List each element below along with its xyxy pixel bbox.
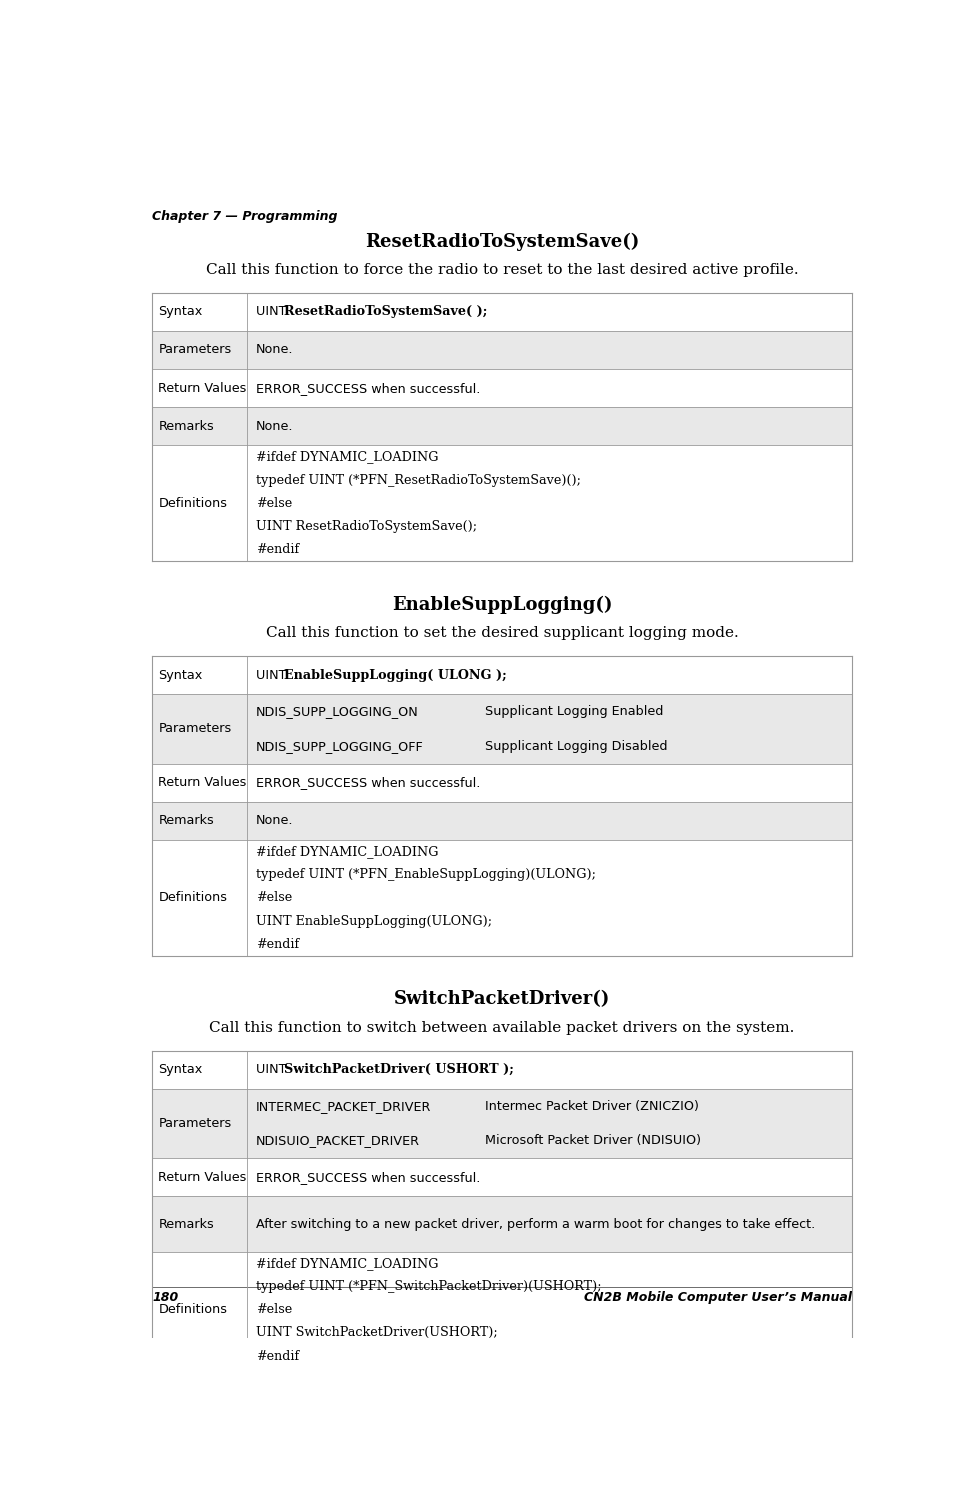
Text: Definitions: Definitions: [158, 1303, 227, 1317]
Text: NDIS_SUPP_LOGGING_OFF: NDIS_SUPP_LOGGING_OFF: [256, 739, 424, 753]
Text: Return Values: Return Values: [158, 1171, 247, 1184]
Text: #ifdef DYNAMIC_LOADING: #ifdef DYNAMIC_LOADING: [256, 451, 438, 463]
Bar: [152, 694, 852, 764]
Text: Syntax: Syntax: [158, 669, 203, 681]
Text: UINT ResetRadioToSystemSave();: UINT ResetRadioToSystemSave();: [256, 520, 477, 534]
Bar: [152, 801, 852, 840]
Text: #endif: #endif: [256, 938, 299, 951]
Text: typedef UINT (*PFN_EnableSuppLogging)(ULONG);: typedef UINT (*PFN_EnableSuppLogging)(UL…: [256, 869, 595, 881]
Text: #endif: #endif: [256, 543, 299, 556]
Text: NDISUIO_PACKET_DRIVER: NDISUIO_PACKET_DRIVER: [256, 1135, 420, 1147]
Text: SwitchPacketDriver(): SwitchPacketDriver(): [394, 990, 610, 1009]
Text: EnableSuppLogging( ULONG );: EnableSuppLogging( ULONG );: [284, 669, 507, 681]
Text: EnableSuppLogging(): EnableSuppLogging(): [391, 595, 612, 615]
Text: Chapter 7 — Programming: Chapter 7 — Programming: [152, 210, 338, 224]
Text: typedef UINT (*PFN_SwitchPacketDriver)(USHORT);: typedef UINT (*PFN_SwitchPacketDriver)(U…: [256, 1281, 601, 1293]
Text: Parameters: Parameters: [158, 1117, 231, 1130]
Text: Call this function to switch between available packet drivers on the system.: Call this function to switch between ava…: [210, 1021, 794, 1034]
Text: Remarks: Remarks: [158, 815, 214, 828]
Text: #else: #else: [256, 1303, 292, 1317]
Text: None.: None.: [256, 343, 294, 356]
Text: UINT: UINT: [256, 1063, 290, 1076]
Text: Syntax: Syntax: [158, 1063, 203, 1076]
Text: UINT SwitchPacketDriver(USHORT);: UINT SwitchPacketDriver(USHORT);: [256, 1326, 498, 1339]
Text: SwitchPacketDriver( USHORT );: SwitchPacketDriver( USHORT );: [284, 1063, 513, 1076]
Text: ResetRadioToSystemSave( );: ResetRadioToSystemSave( );: [284, 305, 487, 319]
Text: #ifdef DYNAMIC_LOADING: #ifdef DYNAMIC_LOADING: [256, 845, 438, 858]
Text: After switching to a new packet driver, perform a warm boot for changes to take : After switching to a new packet driver, …: [256, 1217, 815, 1231]
Text: Parameters: Parameters: [158, 723, 231, 735]
Text: ResetRadioToSystemSave(): ResetRadioToSystemSave(): [365, 233, 639, 251]
Text: UINT: UINT: [256, 669, 290, 681]
Text: ERROR_SUCCESS when successful.: ERROR_SUCCESS when successful.: [256, 382, 480, 395]
Text: Definitions: Definitions: [158, 891, 227, 905]
Text: 180: 180: [152, 1291, 179, 1305]
Text: None.: None.: [256, 815, 294, 828]
Text: Intermec Packet Driver (ZNICZIO): Intermec Packet Driver (ZNICZIO): [485, 1100, 699, 1112]
Text: Supplicant Logging Enabled: Supplicant Logging Enabled: [485, 705, 664, 718]
Text: Parameters: Parameters: [158, 343, 231, 356]
Text: Return Values: Return Values: [158, 776, 247, 789]
Text: UINT EnableSuppLogging(ULONG);: UINT EnableSuppLogging(ULONG);: [256, 914, 492, 927]
Bar: [152, 1196, 852, 1252]
Bar: [152, 331, 852, 370]
Text: typedef UINT (*PFN_ResetRadioToSystemSave)();: typedef UINT (*PFN_ResetRadioToSystemSav…: [256, 473, 581, 487]
Text: None.: None.: [256, 419, 294, 433]
Text: #else: #else: [256, 891, 292, 905]
Text: CN2B Mobile Computer User’s Manual: CN2B Mobile Computer User’s Manual: [584, 1291, 852, 1305]
Text: Microsoft Packet Driver (NDISUIO): Microsoft Packet Driver (NDISUIO): [485, 1135, 701, 1147]
Text: Remarks: Remarks: [158, 1217, 214, 1231]
Text: Definitions: Definitions: [158, 497, 227, 510]
Text: ERROR_SUCCESS when successful.: ERROR_SUCCESS when successful.: [256, 1171, 480, 1184]
Text: Return Values: Return Values: [158, 382, 247, 395]
Text: Call this function to set the desired supplicant logging mode.: Call this function to set the desired su…: [265, 625, 739, 640]
Text: INTERMEC_PACKET_DRIVER: INTERMEC_PACKET_DRIVER: [256, 1100, 431, 1112]
Text: Call this function to force the radio to reset to the last desired active profil: Call this function to force the radio to…: [206, 263, 798, 277]
Text: Remarks: Remarks: [158, 419, 214, 433]
Bar: [152, 407, 852, 445]
Text: ERROR_SUCCESS when successful.: ERROR_SUCCESS when successful.: [256, 776, 480, 789]
Text: #endif: #endif: [256, 1350, 299, 1363]
Bar: [152, 1088, 852, 1159]
Text: #else: #else: [256, 497, 292, 510]
Text: Syntax: Syntax: [158, 305, 203, 319]
Text: Supplicant Logging Disabled: Supplicant Logging Disabled: [485, 739, 668, 753]
Text: NDIS_SUPP_LOGGING_ON: NDIS_SUPP_LOGGING_ON: [256, 705, 419, 718]
Text: #ifdef DYNAMIC_LOADING: #ifdef DYNAMIC_LOADING: [256, 1257, 438, 1270]
Text: UINT: UINT: [256, 305, 290, 319]
